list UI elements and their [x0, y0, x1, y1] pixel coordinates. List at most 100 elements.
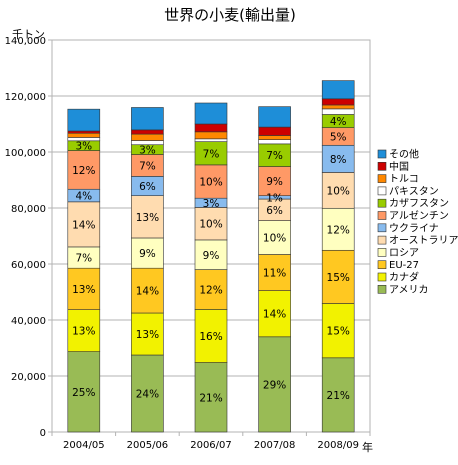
legend-swatch: [377, 235, 387, 245]
bar-segment: [67, 130, 101, 134]
data-label: 10%: [199, 177, 222, 189]
chart-title: 世界の小麦(輸出量): [164, 6, 296, 24]
bar-segment: [131, 195, 164, 239]
legend-label: オーストラリア: [389, 235, 458, 247]
data-label: 1%: [266, 192, 283, 204]
data-label: 11%: [263, 268, 286, 280]
bar-segment: [131, 133, 164, 141]
data-label: 14%: [263, 309, 286, 321]
data-label: 5%: [330, 131, 347, 143]
bar-segment: [194, 239, 228, 270]
data-labels: 25% 13% 13% 7% 14% 4% 12% 3% 24% 13% 14% 9% 13% 6% 7% 3…: [72, 116, 350, 404]
data-label: 9%: [203, 250, 220, 262]
bar-segment: [131, 237, 164, 269]
legend: その他中国トルコパキスタンカザフスタンアルゼンチンウクライナオーストラリアロシア…: [377, 148, 458, 296]
data-label: 24%: [136, 389, 159, 401]
data-label: 12%: [72, 165, 95, 177]
bar-segment: [194, 309, 228, 363]
y-tick-label: 120,000: [5, 92, 46, 103]
legend-label: パキスタン: [389, 185, 439, 197]
bar-segment: [131, 312, 164, 356]
bar-segment: [194, 123, 228, 133]
legend-label: カザフスタン: [389, 198, 449, 210]
data-label: 6%: [266, 205, 283, 217]
bar-segment: [321, 207, 355, 251]
data-label: 12%: [199, 284, 222, 296]
data-label: 14%: [136, 286, 159, 298]
data-label: 3%: [203, 198, 220, 210]
data-label: 10%: [199, 219, 222, 231]
legend-label: 中国: [389, 160, 409, 173]
legend-label: トルコ: [389, 174, 419, 185]
data-label: 29%: [263, 379, 286, 391]
data-label: 7%: [266, 150, 283, 162]
bar-segment: [321, 303, 355, 359]
bar-segment: [321, 98, 355, 106]
x-tick-label: 2006/07: [190, 440, 232, 451]
bar-segment: [194, 131, 228, 140]
data-label: 8%: [330, 154, 347, 166]
bar-segment: [321, 80, 355, 100]
x-unit-label: 年: [362, 440, 373, 454]
x-tick-label: 2004/05: [63, 440, 105, 451]
data-label: 13%: [72, 284, 95, 296]
bar-segment: [131, 354, 164, 433]
data-label: 6%: [139, 181, 156, 193]
bar-segment: [131, 107, 164, 131]
x-tick-label: 2008/09: [317, 440, 359, 451]
bar-segment: [67, 108, 101, 132]
data-label: 14%: [72, 219, 95, 231]
bar-segment: [67, 150, 101, 190]
y-tick-label: 100,000: [5, 148, 46, 159]
bar-segment: [258, 336, 291, 433]
data-label: 13%: [72, 326, 95, 338]
bar-segment: [67, 132, 101, 138]
bar-segment: [67, 267, 101, 310]
y-tick-label: 80,000: [11, 204, 46, 215]
data-label: 12%: [327, 224, 350, 236]
data-label: 13%: [136, 329, 159, 341]
bar-segment: [321, 357, 355, 433]
bar-segment: [194, 102, 228, 125]
legend-swatch: [377, 186, 387, 196]
legend-swatch: [377, 272, 387, 282]
data-label: 4%: [330, 116, 347, 128]
data-label: 9%: [139, 248, 156, 260]
bar-segment: [321, 104, 355, 110]
legend-swatch: [377, 211, 387, 220]
data-label: 10%: [263, 233, 286, 245]
data-label: 25%: [72, 387, 95, 399]
data-label: 21%: [199, 392, 222, 404]
bar-segment: [321, 108, 355, 115]
data-label: 15%: [327, 326, 350, 338]
data-label: 3%: [139, 145, 156, 157]
y-tick-label: 140,000: [5, 36, 46, 47]
data-label: 3%: [75, 141, 92, 153]
data-label: 4%: [75, 191, 92, 203]
bar-segment: [194, 207, 228, 241]
legend-swatch: [377, 174, 387, 183]
legend-swatch: [377, 149, 387, 159]
legend-label: カナダ: [389, 271, 419, 284]
data-label: 9%: [266, 176, 283, 188]
x-tick-label: 2005/06: [127, 440, 169, 451]
legend-label: ウクライナ: [389, 222, 439, 234]
bar-segment: [321, 144, 355, 173]
data-label: 13%: [136, 212, 159, 224]
y-tick-label: 20,000: [11, 372, 46, 383]
legend-label: ロシア: [389, 248, 419, 259]
bar-segment: [131, 267, 164, 314]
legend-swatch: [377, 248, 387, 257]
bar-segment: [258, 254, 291, 291]
data-label: 16%: [199, 331, 222, 343]
bar-segment: [67, 201, 101, 248]
data-label: 7%: [75, 253, 92, 265]
legend-label: アルゼンチン: [389, 210, 449, 222]
data-label: 7%: [203, 148, 220, 160]
y-tick-label: 60,000: [11, 260, 46, 271]
stacked-bars: [67, 80, 355, 433]
bar-segment: [194, 362, 228, 433]
legend-label: アメリカ: [389, 284, 429, 296]
y-tick-label: 40,000: [11, 316, 46, 327]
x-tick-label: 2007/08: [254, 440, 296, 451]
